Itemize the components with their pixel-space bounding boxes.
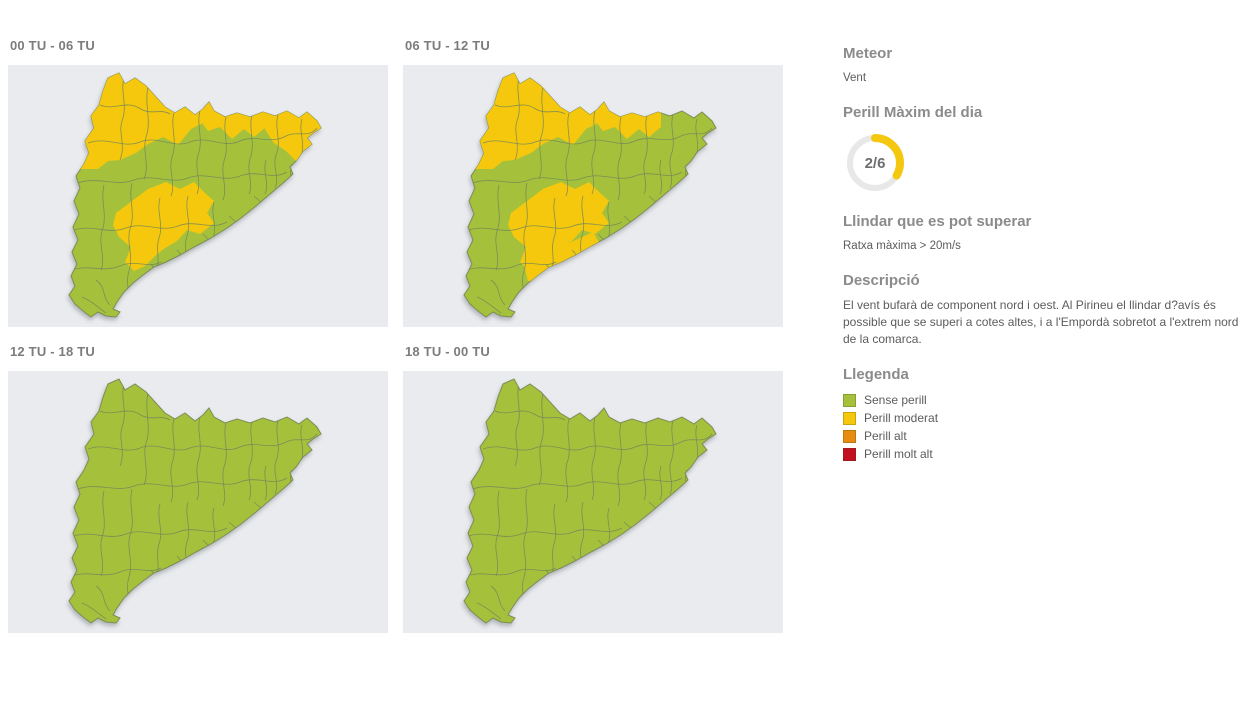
meteor-heading: Meteor (843, 45, 893, 62)
warning-zone-north-mid (200, 73, 266, 139)
legend-section: Llegenda Sense perill Perill moderat Per… (843, 365, 1247, 462)
comarca-borders (71, 76, 318, 314)
warning-zone-north-mid (595, 73, 661, 139)
warning-zone-central (508, 182, 609, 271)
maps-column: 00 TU - 06 TU (8, 38, 790, 633)
map-canvas (8, 65, 388, 327)
legend-heading: Llegenda (843, 366, 909, 383)
max-danger-heading: Perill Màxim del dia (843, 104, 983, 121)
map-panel-title: 00 TU - 06 TU (10, 38, 95, 53)
catalonia-map-svg (68, 378, 322, 624)
map-panel-00-06: 00 TU - 06 TU (8, 38, 388, 327)
legend-label: Perill alt (864, 429, 907, 443)
description-text: El vent bufarà de component nord i oest.… (843, 298, 1239, 346)
legend-swatch-perill-alt (843, 430, 856, 443)
legend-item-molt-alt: Perill molt alt (843, 447, 1247, 462)
legend-label: Sense perill (864, 393, 927, 407)
map-region-base (463, 378, 717, 624)
map-panel-18-00: 18 TU - 00 TU (403, 344, 783, 633)
description-section: Descripció El vent bufarà de component n… (843, 271, 1247, 348)
map-panel-title: 06 TU - 12 TU (405, 38, 490, 53)
threshold-heading: Llindar que es pot superar (843, 213, 1032, 230)
catalonia-map-svg (463, 378, 717, 624)
legend-label: Perill moderat (864, 411, 939, 425)
legend-swatch-perill-molt-alt (843, 448, 856, 461)
description-heading: Descripció (843, 272, 920, 289)
map-panel-title: 18 TU - 00 TU (405, 344, 490, 359)
threshold-section: Llindar que es pot superar Ratxa màxima … (843, 212, 1247, 254)
catalonia-map-svg (463, 72, 717, 318)
map-canvas (403, 65, 783, 327)
gauge-value-label: 2/6 (865, 155, 886, 172)
map-canvas (8, 371, 388, 633)
comarca-borders (466, 382, 713, 620)
page-layout: 00 TU - 06 TU (8, 0, 1250, 633)
map-panel-title: 12 TU - 18 TU (10, 344, 95, 359)
warning-zone-central (113, 182, 214, 271)
meteor-value: Vent (843, 72, 867, 84)
legend-item-moderat: Perill moderat (843, 411, 1247, 426)
map-canvas (403, 371, 783, 633)
map-region-base (68, 378, 322, 624)
maps-grid: 00 TU - 06 TU (8, 38, 790, 633)
legend-label: Perill molt alt (864, 447, 933, 461)
max-danger-section: Perill Màxim del dia 2/6 (843, 103, 1247, 195)
legend-item-alt: Perill alt (843, 429, 1247, 444)
legend-list: Sense perill Perill moderat Perill alt P… (843, 393, 1247, 462)
danger-gauge: 2/6 (843, 131, 907, 195)
danger-gauge-svg: 2/6 (846, 134, 904, 192)
gauge-value-arc (846, 134, 904, 192)
legend-item-sense: Sense perill (843, 393, 1247, 408)
legend-swatch-sense-perill (843, 394, 856, 407)
threshold-value: Ratxa màxima > 20m/s (843, 240, 961, 252)
alert-info-sidebar: Meteor Vent Perill Màxim del dia 2/6 Lli… (843, 0, 1250, 465)
meteor-section: Meteor Vent (843, 44, 1247, 86)
catalonia-map-svg (68, 72, 322, 318)
map-panel-12-18: 12 TU - 18 TU (8, 344, 388, 633)
map-panel-06-12: 06 TU - 12 TU (403, 38, 783, 327)
legend-swatch-perill-moderat (843, 412, 856, 425)
